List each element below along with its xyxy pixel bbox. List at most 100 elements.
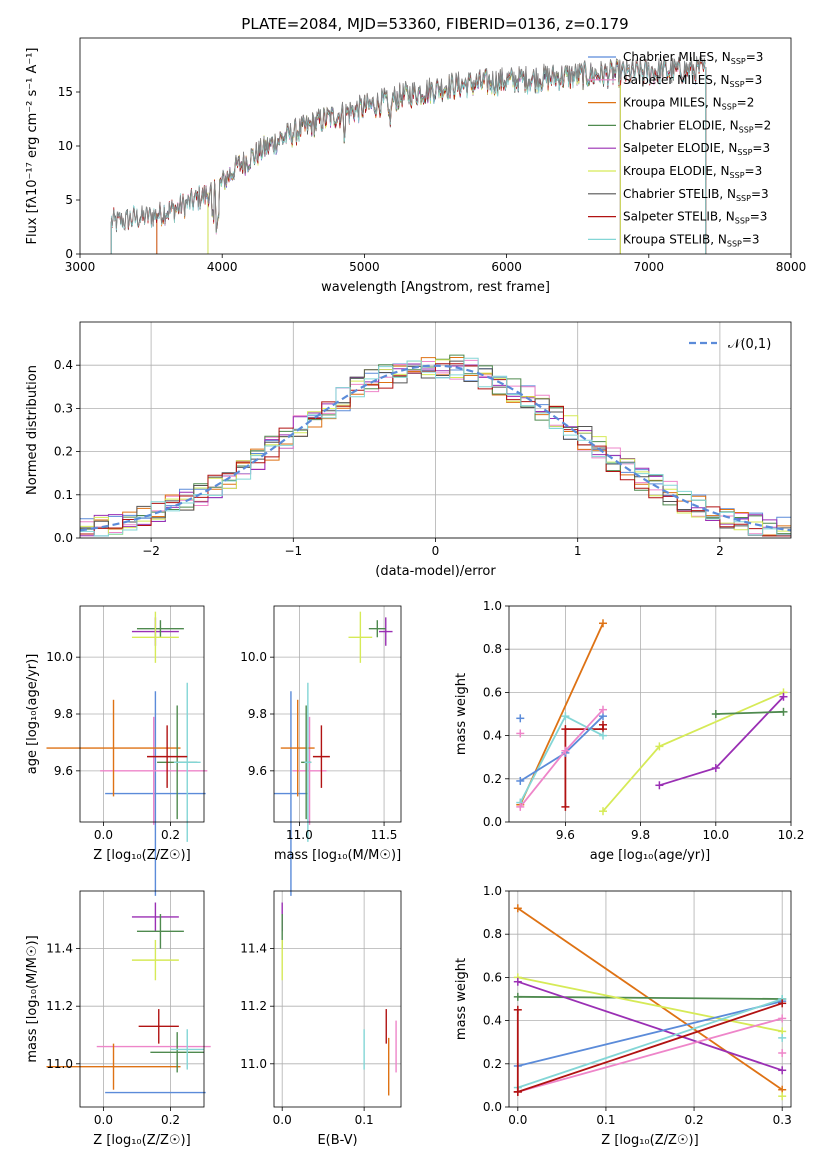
y-tick-label: 11.2 xyxy=(46,999,73,1013)
y-axis-label: mass weight xyxy=(454,673,469,755)
x-tick-label: 0.1 xyxy=(355,1113,374,1127)
weight-line xyxy=(519,715,604,782)
plot-frame xyxy=(273,890,402,1108)
residuals-panel: −2 −1 0 1 2 0.0 0.1 0.2 0.3 0.4 (data-model)/error… xyxy=(25,321,792,579)
x-tick-label: 11.5 xyxy=(371,828,398,842)
x-axis-label: mass [log₁₀(M/M☉)] xyxy=(274,848,401,863)
y-axis-label: age [log₁₀(age/yr)] xyxy=(25,654,40,775)
x-tick-label: 0 xyxy=(432,544,440,558)
y-tick-label: 0.4 xyxy=(483,729,502,743)
weight-vs-Z-panel: 0.0 0.1 0.2 0.3 0.0 0.2 0.4 0.6 0.8 1.0 Z [log₁₀(Z… xyxy=(454,884,792,1148)
y-tick-label: 11.4 xyxy=(46,942,73,956)
y-tick-label: 11.0 xyxy=(46,1057,73,1071)
x-tick-label: 5000 xyxy=(349,260,380,274)
y-tick-label: 0.0 xyxy=(483,815,502,829)
weight-line xyxy=(517,976,783,1033)
x-tick-label: 10.2 xyxy=(778,828,805,842)
y-tick-label: 9.6 xyxy=(54,764,73,778)
data-line xyxy=(110,55,706,233)
y-tick-label: 0.2 xyxy=(483,772,502,786)
y-tick-label: 0.6 xyxy=(483,970,502,984)
y-tick-label: 0 xyxy=(65,247,73,261)
plot-frame xyxy=(508,605,792,823)
y-tick-label: 0.2 xyxy=(54,445,73,459)
legend-label: Salpeter MILES, NSSP=3 xyxy=(623,73,762,89)
y-tick-label: 0.8 xyxy=(483,642,502,656)
y-axis-label: Flux [fλ10⁻¹⁷ erg cm⁻² s⁻¹ A⁻¹] xyxy=(25,48,40,245)
weight-vs-age-panel: 9.6 9.8 10.0 10.2 0.0 0.2 0.4 0.6 0.8 1.0 age [log… xyxy=(454,599,804,863)
y-axis-label: mass weight xyxy=(454,958,469,1040)
x-tick-label: 3000 xyxy=(65,260,96,274)
legend-label: Chabrier MILES, NSSP=3 xyxy=(623,50,763,66)
x-tick-label: 8000 xyxy=(776,260,807,274)
legend-label: Salpeter STELIB, NSSP=3 xyxy=(623,210,767,226)
x-tick-label: 0.0 xyxy=(94,1113,113,1127)
figure-title: PLATE=2084, MJD=53360, FIBERID=0136, z=0… xyxy=(241,15,628,33)
normal-curve xyxy=(79,364,792,532)
x-axis-label: Z [log₁₀(Z/Z☉)] xyxy=(93,848,190,863)
weight-line xyxy=(517,1002,783,1093)
y-tick-label: 0.0 xyxy=(54,531,73,545)
y-tick-label: 1.0 xyxy=(483,884,502,898)
y-tick-label: 0.1 xyxy=(54,488,73,502)
y-tick-label: 0.4 xyxy=(54,358,73,372)
y-tick-label: 15 xyxy=(58,85,73,99)
y-tick-label: 10.0 xyxy=(240,650,267,664)
weight-line xyxy=(659,696,785,787)
y-tick-label: 0.6 xyxy=(483,685,502,699)
x-axis-label: Z [log₁₀(Z/Z☉)] xyxy=(601,1133,698,1148)
x-tick-label: 7000 xyxy=(634,260,665,274)
y-tick-label: 0.2 xyxy=(483,1057,502,1071)
age-vs-mass-panel: 11.0 11.5 9.6 9.8 10.0 mass [log₁₀(M/M☉)] xyxy=(240,605,402,896)
x-axis-label: age [log₁₀(age/yr)] xyxy=(590,848,711,863)
legend: 𝒩(0,1) xyxy=(689,337,771,352)
weight-line xyxy=(517,1017,783,1093)
x-tick-label: 0.3 xyxy=(773,1113,792,1127)
x-tick-label: 0.0 xyxy=(508,1113,527,1127)
weight-line xyxy=(517,907,783,1091)
x-tick-label: 0.2 xyxy=(161,1113,180,1127)
y-tick-label: 0.3 xyxy=(54,401,73,415)
x-axis-label: E(B-V) xyxy=(317,1133,357,1148)
legend-label: Salpeter ELODIE, NSSP=3 xyxy=(623,141,770,157)
x-tick-label: 10.0 xyxy=(702,828,729,842)
weight-line xyxy=(517,1000,783,1067)
x-tick-label: 9.6 xyxy=(556,828,575,842)
x-axis-label: wavelength [Angstrom, rest frame] xyxy=(321,280,550,295)
weight-line xyxy=(517,995,783,1000)
weight-line xyxy=(602,691,784,812)
x-tick-label: 2 xyxy=(716,544,724,558)
legend: Chabrier MILES, NSSP=3 Salpeter MILES, NS… xyxy=(588,50,771,248)
y-tick-label: 0.8 xyxy=(483,927,502,941)
x-tick-label: 11.0 xyxy=(286,828,313,842)
y-tick-label: 9.8 xyxy=(54,707,73,721)
residual-histogram xyxy=(80,363,791,537)
x-tick-label: 0.2 xyxy=(685,1113,704,1127)
y-tick-label: 11.4 xyxy=(240,942,267,956)
x-tick-label: 0.0 xyxy=(94,828,113,842)
y-tick-label: 10 xyxy=(58,139,73,153)
weight-line xyxy=(517,998,783,1089)
x-tick-label: 0.0 xyxy=(273,1113,292,1127)
legend-label: Kroupa ELODIE, NSSP=3 xyxy=(623,164,762,180)
x-tick-label: 0.1 xyxy=(596,1113,615,1127)
x-tick-label: −2 xyxy=(142,544,160,558)
x-axis-label: Z [log₁₀(Z/Z☉)] xyxy=(93,1133,190,1148)
x-tick-label: 9.8 xyxy=(631,828,650,842)
y-tick-label: 0.0 xyxy=(483,1100,502,1114)
legend-label: 𝒩(0,1) xyxy=(728,337,771,352)
legend-label: Chabrier STELIB, NSSP=3 xyxy=(623,187,769,203)
y-tick-label: 10.0 xyxy=(46,650,73,664)
spectrum-panel: 3000 4000 5000 6000 7000 8000 0 5 10 15 wavelength… xyxy=(25,37,807,295)
mass-vs-Z-panel: 0.0 0.2 11.0 11.2 11.4 Z [log₁₀(Z/Z☉)] mass [l… xyxy=(25,890,211,1148)
plot-frame xyxy=(508,890,792,1108)
plot-frame xyxy=(79,890,205,1108)
x-tick-label: 6000 xyxy=(491,260,522,274)
y-tick-label: 9.8 xyxy=(248,707,267,721)
y-tick-label: 11.2 xyxy=(240,999,267,1013)
y-tick-label: 5 xyxy=(65,193,73,207)
x-tick-label: −1 xyxy=(284,544,302,558)
weight-line xyxy=(715,710,784,715)
legend-label: Chabrier ELODIE, NSSP=2 xyxy=(623,118,771,134)
